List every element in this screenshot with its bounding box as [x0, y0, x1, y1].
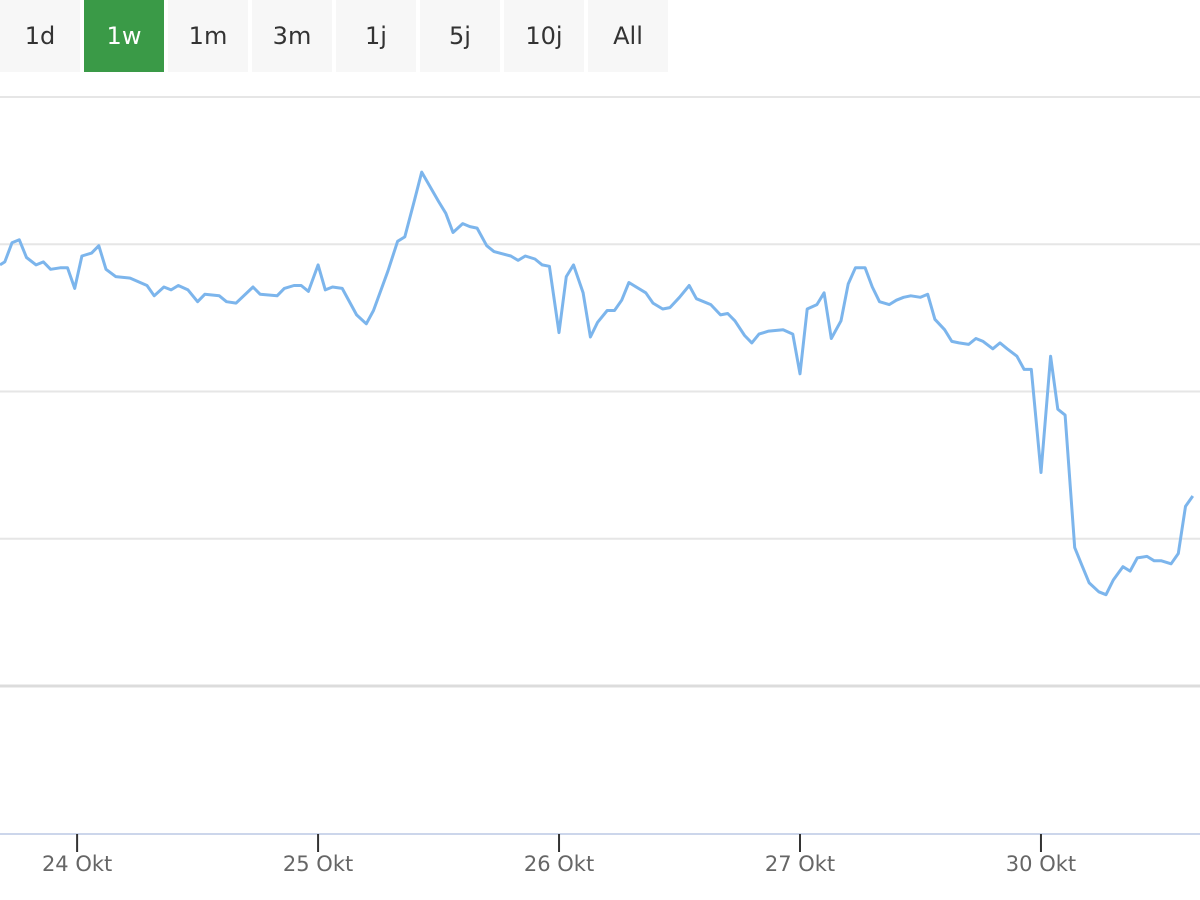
- x-tick-label: 25 Okt: [283, 852, 353, 876]
- range-button[interactable]: 1m: [168, 0, 248, 72]
- range-button[interactable]: 5j: [420, 0, 500, 72]
- x-tick-label: 27 Okt: [765, 852, 835, 876]
- range-button[interactable]: 1d: [0, 0, 80, 72]
- range-button[interactable]: 10j: [504, 0, 584, 72]
- range-button[interactable]: 1w: [84, 0, 164, 72]
- x-tick-label: 26 Okt: [524, 852, 594, 876]
- x-tick-label: 30 Okt: [1006, 852, 1076, 876]
- range-button[interactable]: 1j: [336, 0, 416, 72]
- range-selector: 1d 1w 1m 3m 1j 5j 10j All: [0, 0, 668, 72]
- range-button[interactable]: All: [588, 0, 668, 72]
- price-line: [0, 170, 1195, 597]
- range-button[interactable]: 3m: [252, 0, 332, 72]
- x-tick-label: 24 Okt: [42, 852, 112, 876]
